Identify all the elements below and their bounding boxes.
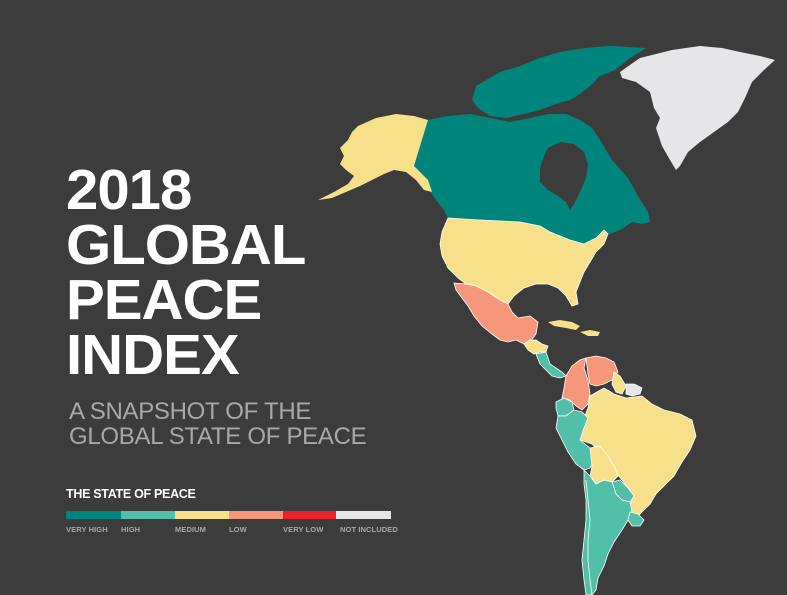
legend-label-very-low: VERY LOW xyxy=(283,525,324,534)
subtitle: A SNAPSHOT OF THE GLOBAL STATE OF PEACE xyxy=(69,398,367,450)
legend-label-medium: MEDIUM xyxy=(175,525,207,534)
country-costa-rica-panama[interactable] xyxy=(535,351,567,379)
legend-label-not-included: NOT INCLUDED xyxy=(340,525,398,534)
legend-swatch-medium xyxy=(175,511,229,519)
legend-swatch-very-low xyxy=(283,511,336,519)
country-usa-alaska[interactable] xyxy=(318,114,432,200)
page-title: 2018 GLOBAL PEACE INDEX xyxy=(66,158,306,387)
country-canada[interactable] xyxy=(414,114,650,244)
legend-label-very-high: VERY HIGH xyxy=(66,525,108,534)
country-venezuela[interactable] xyxy=(585,355,619,387)
country-greenland[interactable] xyxy=(620,46,775,170)
country-french-guiana[interactable] xyxy=(625,383,643,397)
legend: THE STATE OF PEACE VERY HIGH HIGH MEDIUM… xyxy=(66,487,398,539)
legend-swatch-very-high xyxy=(66,511,121,519)
legend-swatch-high xyxy=(121,511,175,519)
chile-border xyxy=(585,479,593,595)
legend-labels: VERY HIGH HIGH MEDIUM LOW VERY LOW NOT I… xyxy=(66,525,398,539)
legend-color-bar xyxy=(66,511,391,519)
legend-swatch-low xyxy=(229,511,283,519)
title-line-index: INDEX xyxy=(66,323,240,387)
title-line-global: GLOBAL xyxy=(66,213,306,277)
legend-label-high: HIGH xyxy=(121,525,141,534)
subtitle-line-1: A SNAPSHOT OF THE xyxy=(69,398,312,425)
legend-title: THE STATE OF PEACE xyxy=(66,487,196,501)
country-guatemala-honduras[interactable] xyxy=(523,339,549,355)
country-usa[interactable] xyxy=(439,217,609,307)
country-canada-islands[interactable] xyxy=(472,46,646,118)
country-brazil[interactable] xyxy=(577,387,697,521)
country-uruguay[interactable] xyxy=(627,511,645,527)
title-line-year: 2018 xyxy=(66,158,192,222)
subtitle-line-2: GLOBAL STATE OF PEACE xyxy=(69,423,367,450)
country-cuba[interactable] xyxy=(548,320,580,330)
hudson-bay xyxy=(540,142,588,210)
country-argentina[interactable] xyxy=(581,469,633,595)
legend-label-low: LOW xyxy=(229,525,247,534)
title-line-peace: PEACE xyxy=(66,268,262,332)
country-hispaniola[interactable] xyxy=(580,330,600,336)
legend-swatch-not-included xyxy=(336,511,391,519)
country-guyana[interactable] xyxy=(611,371,627,395)
